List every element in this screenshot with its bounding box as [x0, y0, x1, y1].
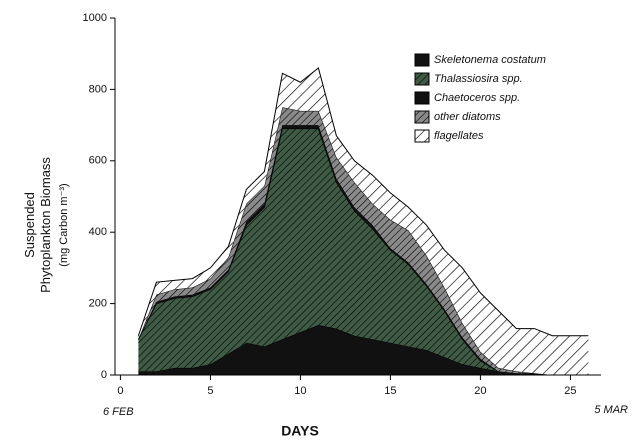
area-fill [138, 325, 589, 375]
legend-swatch [414, 91, 430, 105]
legend-label: Chaetoceros spp. [434, 92, 520, 104]
y-tick-label: 0 [101, 369, 107, 381]
x-tick-label: 5 [207, 385, 213, 397]
x-label: DAYS [281, 423, 319, 439]
y-axis-title: SuspendedPhytoplankton Biomass [22, 157, 53, 293]
legend-swatch-hatch [414, 72, 430, 86]
area-edge [137, 67, 589, 337]
y-tick-label: 600 [89, 155, 107, 167]
legend-label: Skeletonema costatum [434, 54, 546, 66]
legend-label: flagellates [434, 130, 484, 142]
annotation: 6 FEB [103, 406, 134, 418]
y-tick-label: 1000 [83, 12, 107, 24]
area-hatch [138, 128, 589, 375]
legend-label: other diatoms [434, 111, 501, 123]
annotation: 5 MAR [594, 404, 628, 416]
legend-swatch-hatch [414, 110, 430, 124]
y-unit: (mg Carbon m⁻³) [58, 183, 70, 266]
y-label-line: Suspended [22, 192, 37, 258]
y-tick-label: 400 [89, 226, 107, 238]
x-tick-label: 15 [384, 385, 396, 397]
y-label-line: Phytoplankton Biomass [38, 157, 53, 293]
legend-swatch [414, 53, 430, 67]
x-tick-label: 10 [294, 385, 306, 397]
x-tick-label: 20 [474, 385, 486, 397]
area-hatch [138, 67, 589, 375]
legend-swatch-hatch [414, 129, 430, 143]
y-tick-label: 800 [89, 83, 107, 95]
legend-label: Thalassiosira spp. [434, 73, 523, 85]
x-tick-label: 25 [564, 385, 576, 397]
y-tick-label: 200 [89, 298, 107, 310]
x-tick-label: 0 [117, 385, 123, 397]
